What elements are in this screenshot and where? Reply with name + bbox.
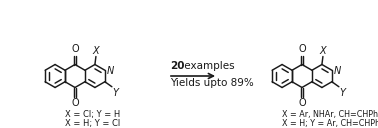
Text: O: O [298,44,306,54]
Text: Y: Y [340,88,346,98]
Text: N: N [333,66,341,76]
Text: N: N [106,66,114,76]
Text: examples: examples [181,61,235,71]
Text: O: O [71,44,79,54]
Text: X: X [320,45,326,56]
Text: X: X [93,45,99,56]
Text: Y: Y [113,88,119,98]
Text: X = H; Y = Ar, CH=CHPh: X = H; Y = Ar, CH=CHPh [282,119,378,128]
Text: X = H; Y = Cl: X = H; Y = Cl [65,119,120,128]
Text: X = Cl; Y = H: X = Cl; Y = H [65,110,120,120]
Text: O: O [71,98,79,108]
Text: Yields upto 89%: Yields upto 89% [170,78,254,88]
Text: X = Ar, NHAr, CH=CHPh; Y = H: X = Ar, NHAr, CH=CHPh; Y = H [282,110,378,120]
Text: O: O [298,98,306,108]
Text: 20: 20 [170,61,184,71]
